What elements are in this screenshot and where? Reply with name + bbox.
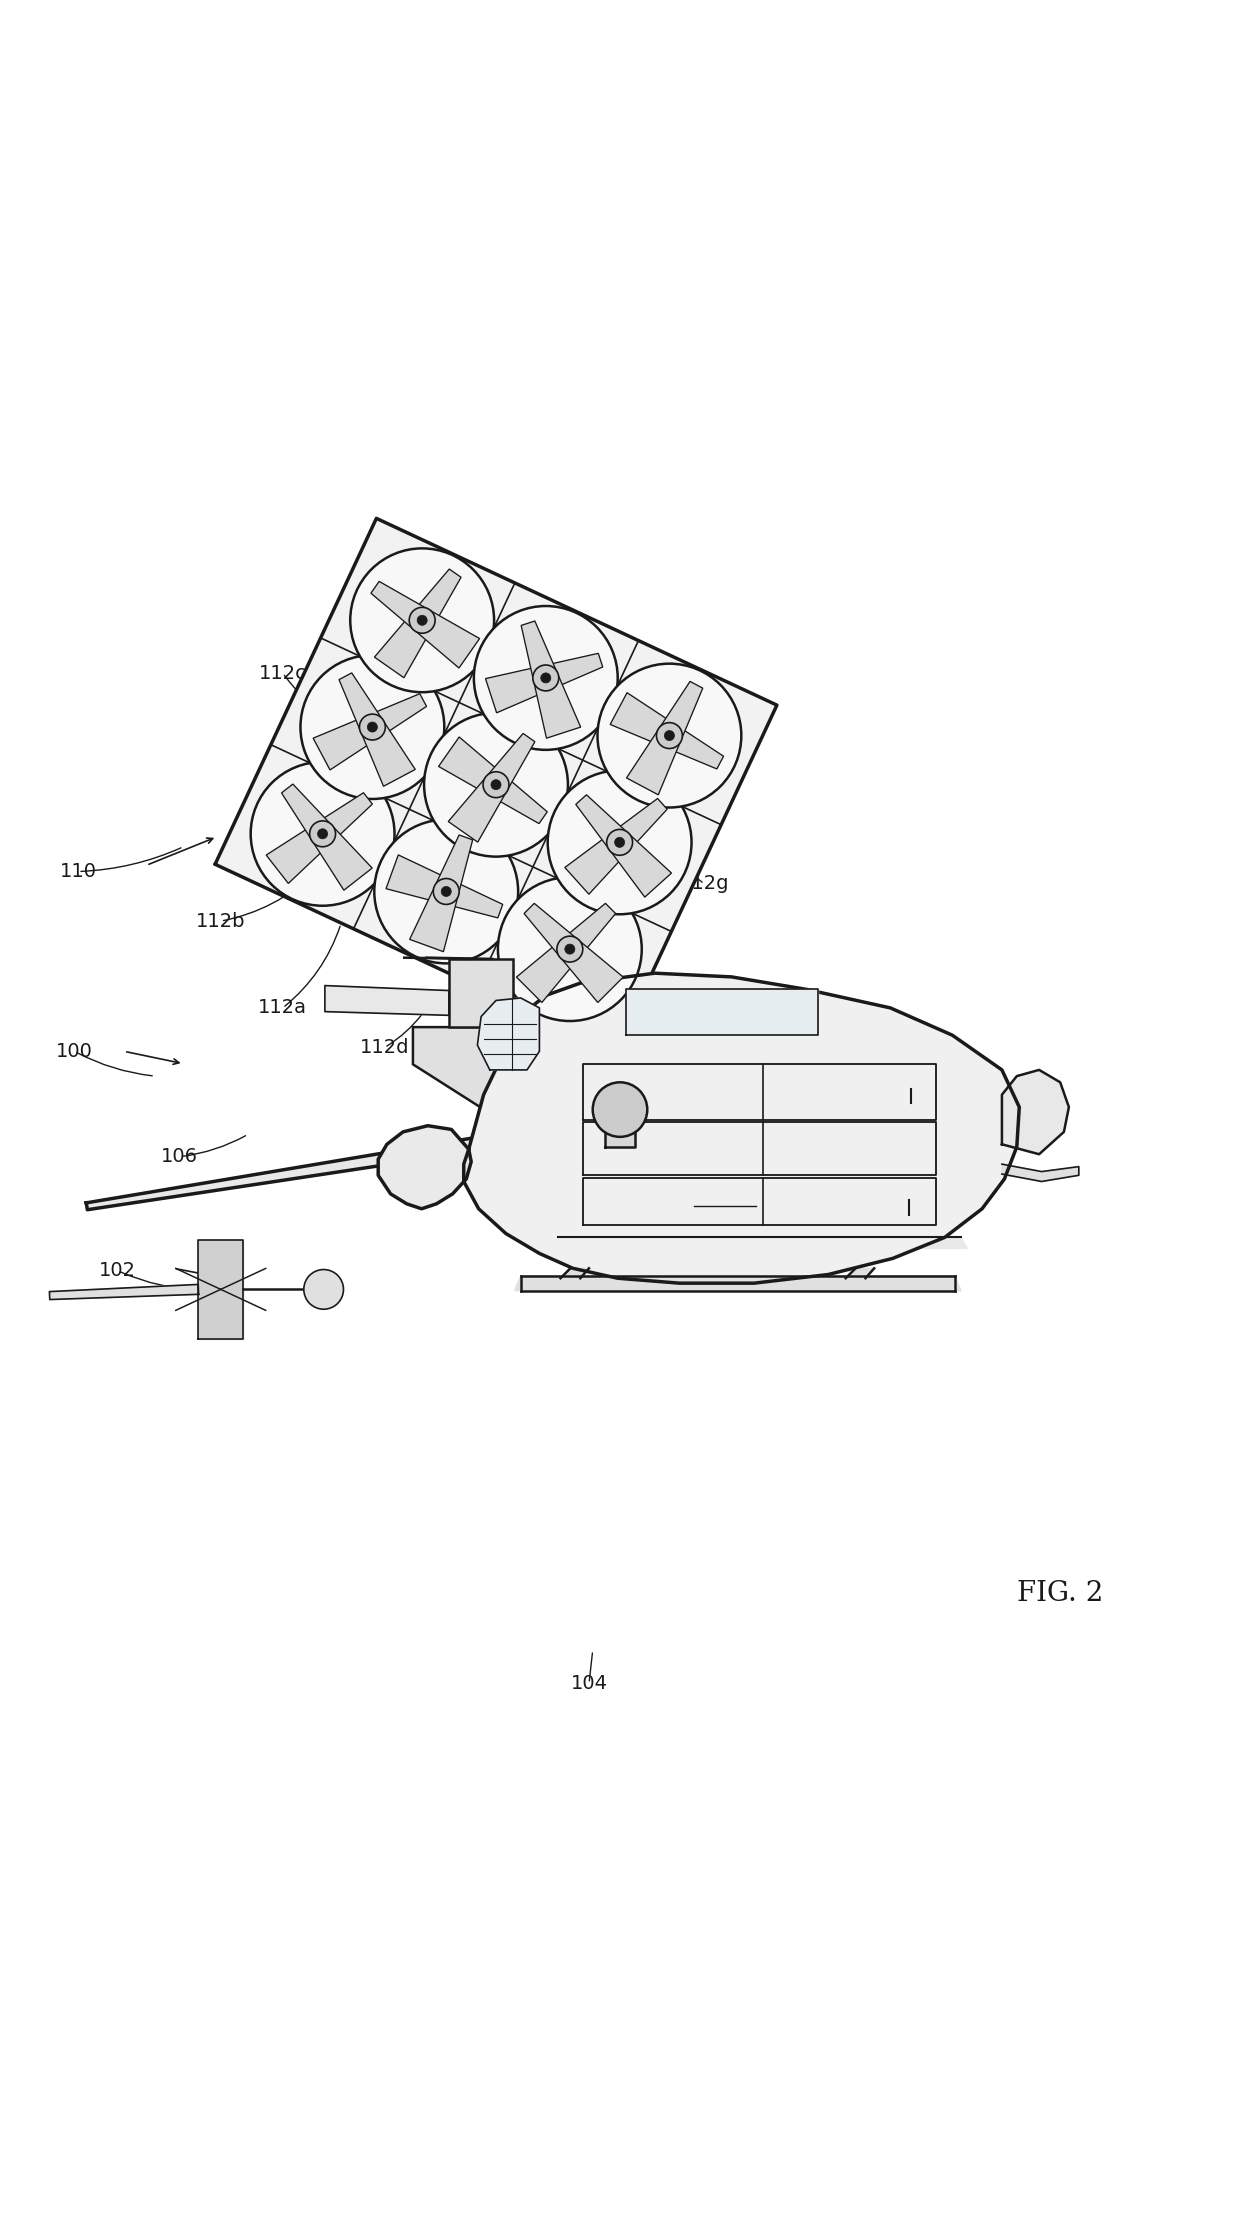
Polygon shape: [374, 569, 461, 678]
Polygon shape: [515, 1276, 961, 1290]
Polygon shape: [583, 1122, 936, 1175]
Polygon shape: [339, 674, 415, 786]
Circle shape: [250, 761, 394, 907]
Circle shape: [484, 772, 508, 797]
Polygon shape: [605, 1090, 635, 1146]
Polygon shape: [486, 654, 603, 712]
Polygon shape: [87, 1102, 696, 1209]
Polygon shape: [626, 990, 818, 1034]
Circle shape: [300, 656, 444, 799]
Text: 110: 110: [60, 862, 97, 880]
Circle shape: [317, 828, 327, 840]
Text: 112b: 112b: [196, 911, 246, 931]
Polygon shape: [626, 681, 703, 795]
Circle shape: [665, 730, 675, 741]
Circle shape: [360, 714, 386, 741]
Polygon shape: [610, 692, 724, 768]
Circle shape: [367, 721, 377, 732]
Polygon shape: [521, 620, 580, 739]
Circle shape: [533, 665, 559, 692]
Polygon shape: [449, 734, 534, 842]
Polygon shape: [50, 1285, 198, 1299]
Text: 114: 114: [279, 786, 316, 804]
Polygon shape: [846, 1267, 874, 1276]
Text: 112i: 112i: [559, 665, 601, 685]
Polygon shape: [525, 902, 624, 1003]
Text: 108: 108: [639, 1010, 676, 1030]
Circle shape: [310, 822, 336, 846]
Polygon shape: [267, 793, 372, 884]
Polygon shape: [560, 1267, 589, 1276]
Circle shape: [498, 878, 642, 1021]
Circle shape: [593, 1081, 647, 1137]
Polygon shape: [198, 1240, 243, 1339]
Polygon shape: [1002, 1070, 1069, 1155]
Circle shape: [557, 936, 583, 963]
Text: 100: 100: [56, 1041, 93, 1061]
Polygon shape: [325, 985, 449, 1014]
Text: 102: 102: [99, 1261, 136, 1281]
Text: 112g: 112g: [680, 875, 729, 893]
Circle shape: [433, 878, 459, 905]
Circle shape: [304, 1270, 343, 1310]
Text: 112e: 112e: [608, 952, 657, 969]
Polygon shape: [449, 958, 513, 1028]
Polygon shape: [439, 737, 547, 824]
Text: 104: 104: [570, 1675, 608, 1693]
Polygon shape: [378, 1126, 471, 1209]
Polygon shape: [583, 1064, 936, 1120]
Text: 112a: 112a: [258, 999, 308, 1017]
Circle shape: [615, 837, 625, 846]
Polygon shape: [464, 974, 1019, 1283]
Circle shape: [564, 945, 575, 954]
Text: 106: 106: [161, 1146, 198, 1167]
Polygon shape: [565, 799, 667, 893]
Circle shape: [441, 887, 451, 896]
Circle shape: [598, 663, 742, 808]
Polygon shape: [516, 902, 615, 1003]
Polygon shape: [575, 795, 672, 898]
Circle shape: [606, 828, 632, 855]
Polygon shape: [552, 1238, 967, 1249]
Polygon shape: [513, 985, 625, 1014]
Circle shape: [541, 674, 551, 683]
Polygon shape: [409, 835, 472, 952]
Circle shape: [491, 779, 501, 790]
Text: 112h: 112h: [680, 766, 729, 784]
Polygon shape: [215, 519, 777, 1050]
Polygon shape: [413, 1028, 549, 1108]
Polygon shape: [371, 582, 480, 667]
Polygon shape: [1002, 1164, 1079, 1182]
Polygon shape: [583, 1178, 936, 1225]
Circle shape: [548, 770, 692, 914]
Circle shape: [350, 549, 494, 692]
Text: 112f: 112f: [484, 663, 528, 683]
Text: FIG. 2: FIG. 2: [1017, 1581, 1104, 1608]
Circle shape: [409, 607, 435, 634]
Circle shape: [656, 723, 682, 748]
Circle shape: [474, 607, 618, 750]
Polygon shape: [477, 1090, 660, 1155]
Circle shape: [374, 819, 518, 963]
Polygon shape: [314, 694, 427, 770]
Circle shape: [424, 712, 568, 858]
Text: 112c: 112c: [259, 663, 306, 683]
Polygon shape: [386, 855, 502, 918]
Polygon shape: [477, 999, 539, 1070]
Polygon shape: [281, 784, 372, 891]
Text: 112d: 112d: [360, 1039, 409, 1057]
Circle shape: [417, 616, 428, 625]
